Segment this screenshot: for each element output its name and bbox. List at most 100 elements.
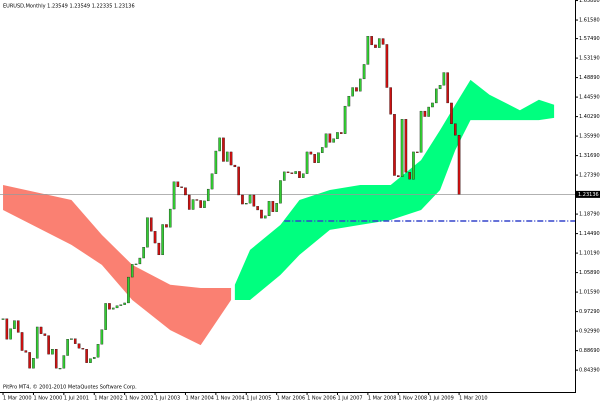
candle (419, 110, 423, 153)
y-tick-label: 1.35990 (579, 134, 600, 140)
candle (233, 164, 237, 168)
candle (161, 224, 164, 256)
candle (214, 150, 218, 174)
candle (317, 152, 320, 163)
candle (142, 247, 145, 259)
candle (438, 85, 442, 90)
candle (381, 38, 385, 45)
candle (374, 44, 377, 48)
candle (225, 151, 229, 162)
y-tick-label: 1.40290 (579, 114, 600, 120)
candle (343, 105, 347, 134)
candle (256, 206, 259, 211)
candle (286, 171, 290, 173)
y-tick-label: 1.31690 (579, 153, 600, 159)
x-tick-label: 1 Nov 2004 (216, 396, 245, 402)
candle (70, 338, 73, 340)
candle (248, 194, 252, 204)
candle (191, 199, 195, 210)
candle (127, 276, 130, 304)
candle (404, 119, 408, 173)
candle (393, 114, 396, 176)
candle (9, 328, 12, 340)
candle (104, 303, 107, 330)
x-tick-label: 1 Mar 2010 (459, 396, 488, 402)
candle (453, 123, 457, 136)
candle (362, 64, 366, 80)
x-tick-label: 1 Jul 2005 (246, 396, 271, 402)
candle (347, 95, 351, 107)
candle (298, 171, 301, 178)
candle (301, 173, 305, 178)
y-tick-label: 1.44590 (579, 95, 600, 101)
candle (100, 329, 104, 345)
candle (1, 318, 5, 320)
x-tick-label: 1 Mar 2002 (94, 396, 123, 402)
candle (260, 209, 263, 219)
candle (62, 355, 66, 369)
x-tick-label: 1 Jul 2001 (64, 396, 89, 402)
candle (66, 339, 69, 356)
candle (222, 137, 225, 162)
candle (336, 132, 339, 139)
candle (58, 368, 62, 370)
candle (385, 44, 389, 88)
candle (244, 203, 248, 205)
candle (309, 151, 313, 155)
y-tick-label: 1.65880 (579, 0, 600, 4)
x-tick-label: 1 Nov 2000 (33, 396, 62, 402)
candle (73, 338, 77, 344)
candle (149, 217, 153, 232)
footer: PitPro MT4, © 2001-2010 MetaQuotes Softw… (3, 384, 137, 391)
y-tick-label: 1.61580 (579, 18, 600, 24)
y-tick-label: 1.18790 (579, 212, 600, 218)
candle (16, 320, 20, 333)
x-tick-label: 1 Mar 2000 (3, 396, 32, 402)
candle (427, 106, 430, 117)
candle (267, 201, 271, 217)
x-tick-label: 1 Nov 2008 (398, 396, 427, 402)
candle (168, 208, 172, 228)
candle (279, 180, 282, 204)
x-tick-label: 1 Nov 2006 (307, 396, 336, 402)
candle (180, 186, 183, 188)
candle (54, 349, 58, 369)
candle (412, 151, 415, 180)
candle (24, 350, 28, 353)
candle (47, 335, 50, 355)
candle (457, 134, 461, 195)
x-tick-label: 1 Jul 2009 (429, 396, 454, 402)
candle (35, 326, 39, 359)
candle (134, 263, 138, 265)
candle (13, 320, 16, 329)
y-tick-label: 0.97290 (579, 309, 600, 315)
candle (290, 172, 294, 174)
y-tick-label: 1.14490 (579, 231, 600, 237)
candle (138, 257, 142, 265)
candle (184, 187, 187, 196)
candle (195, 199, 199, 201)
candle (241, 194, 244, 205)
y-tick-label: 1.05890 (579, 270, 600, 276)
y-tick-label: 1.48890 (579, 75, 600, 81)
candle (176, 181, 180, 187)
candle (203, 200, 206, 208)
y-tick-label: 1.53190 (579, 56, 600, 62)
y-tick-label: 1.01590 (579, 290, 600, 296)
candle (275, 203, 278, 212)
price-label: 1.23136 (578, 192, 599, 198)
chart-title: EURUSD,Monthly 1.23549 1.23549 1.22335 1… (3, 4, 135, 10)
candle (423, 110, 427, 117)
candle (415, 151, 419, 153)
candle (210, 173, 214, 190)
y-tick-label: 1.27390 (579, 173, 600, 179)
candle (96, 344, 100, 358)
candle (39, 326, 43, 334)
candle (263, 215, 267, 219)
y-tick-label: 0.92990 (579, 329, 600, 335)
candle (377, 38, 381, 48)
candle (370, 36, 373, 46)
candle (20, 332, 24, 351)
candle (89, 358, 92, 363)
